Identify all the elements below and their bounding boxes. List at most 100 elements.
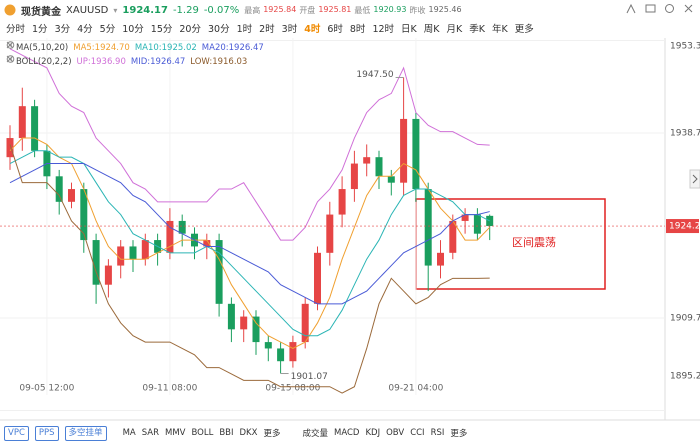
toolbar-button[interactable]: 多空挂单 [64, 425, 107, 441]
timeframe[interactable]: 12时 [372, 24, 395, 35]
candle-body [412, 118, 420, 190]
candle-body [264, 342, 272, 349]
indicator-row: BOLL(20,2,2) UP:1936.90 MID:1926.47 LOW:191… [6, 55, 247, 68]
candle-body [55, 176, 63, 202]
sub-indicator[interactable]: 更多 [450, 429, 468, 439]
timeframe[interactable]: 日K [401, 24, 417, 35]
change-pct: -0.07% [203, 4, 240, 16]
x-tick-label: 09-21 04:00 [388, 384, 443, 394]
candle-body [314, 252, 321, 304]
candle-body [80, 189, 88, 241]
timeframe[interactable]: 年K [491, 24, 508, 35]
price: 1924.17 [122, 4, 168, 16]
candle-body [387, 176, 395, 183]
icon[interactable] [626, 3, 637, 14]
timeframe[interactable]: 月K [446, 24, 463, 35]
dropdown[interactable]: ▾ [113, 5, 118, 15]
icon[interactable] [683, 3, 694, 14]
icon[interactable] [645, 3, 656, 14]
main-indicator[interactable]: SAR [141, 428, 159, 438]
expand-arrow [692, 174, 698, 184]
title: 现货黄金 [21, 6, 61, 18]
indicator-name: MA(5,10,20) [16, 42, 69, 53]
timeframe[interactable]: 季K [469, 24, 485, 35]
timeframe[interactable]: 4分 [77, 24, 93, 35]
timeframe[interactable]: 1时 [236, 24, 253, 35]
timeframe[interactable]: 10分 [122, 24, 144, 35]
stat-value: 1925.84 [263, 4, 297, 14]
sub-indicator[interactable]: KDJ [365, 428, 381, 438]
x-tick-label: 09-05 12:00 [19, 384, 74, 394]
candle-body [141, 240, 149, 260]
expand-button[interactable] [689, 169, 700, 189]
main-indicator[interactable]: DKX [239, 428, 258, 438]
timeframe[interactable]: 5分 [99, 24, 116, 35]
sub-indicator[interactable]: MACD [333, 428, 360, 438]
change: -1.29 [172, 4, 199, 16]
candle-body [6, 138, 14, 158]
candle-body [486, 215, 494, 227]
timeframe[interactable]: 分时 [6, 24, 26, 35]
timeframe[interactable]: 20分 [179, 24, 201, 35]
stat-label: 最低 [354, 5, 371, 15]
main-indicator[interactable]: MA [122, 428, 136, 438]
main-indicator[interactable]: BBI [219, 428, 234, 438]
symbol: XAUUSD [66, 4, 109, 16]
indicator-value: MA20:1926.47 [201, 42, 264, 53]
candle-body [227, 303, 235, 330]
candle-body [166, 220, 174, 253]
candle-body [203, 240, 211, 247]
candle-body [92, 240, 100, 285]
timeframe[interactable]: 6时 [327, 24, 343, 35]
timeframe[interactable]: 3时 [281, 24, 298, 35]
candle-body [129, 246, 137, 260]
stat-value: 1920.93 [373, 4, 407, 14]
sub-indicator[interactable]: RSI [430, 428, 445, 438]
indicator-line [9, 48, 490, 241]
sub-indicator[interactable]: OBV [386, 428, 405, 438]
timeframe[interactable]: 3分 [54, 24, 71, 35]
range-note: 区间震荡 [512, 236, 556, 249]
candle-body [104, 265, 112, 285]
candle-body [424, 189, 432, 266]
sub-indicator[interactable]: CCI [410, 428, 425, 438]
sub-indicator[interactable]: 成交量 [302, 429, 328, 439]
annotation: 1947.50 [356, 70, 393, 80]
timeframe[interactable]: 2时 [259, 24, 275, 35]
timeframe[interactable]: 周K [423, 24, 440, 35]
timeframe[interactable]: 8时 [349, 24, 366, 35]
timeframe[interactable]: 4时 [304, 24, 321, 35]
main-indicator[interactable]: 更多 [263, 429, 281, 439]
y-tick-label: 1938.79 [670, 129, 700, 139]
toolbar-button[interactable]: VPC [4, 425, 29, 441]
icon[interactable] [664, 3, 675, 14]
indicator-value: MID:1926.47 [130, 56, 186, 67]
indicator-line [9, 150, 490, 337]
timeframe[interactable]: 15分 [150, 24, 173, 35]
candle-body [437, 252, 444, 266]
logo [4, 4, 16, 16]
main-indicator[interactable]: BOLL [191, 428, 214, 438]
last-price-box [666, 219, 699, 234]
candle-body [18, 106, 26, 139]
x-tick-label: 09-11 08:00 [142, 384, 197, 394]
stat-value: 1925.81 [318, 4, 352, 14]
timeframe[interactable]: 30分 [207, 24, 230, 35]
y-tick-label: 1895.27 [670, 372, 700, 382]
candle-body [461, 214, 469, 221]
tool-icons [626, 3, 694, 14]
y-tick-label: 1909.78 [670, 313, 700, 323]
toolbar-button[interactable]: PPS [34, 425, 59, 441]
candle-body [449, 220, 457, 253]
indicator-line [9, 137, 491, 350]
main-indicator[interactable]: MMV [165, 428, 186, 438]
stat-label: 最高 [244, 5, 261, 15]
timeframe[interactable]: 更多 [514, 24, 534, 35]
candle-body [117, 246, 125, 266]
timeframe[interactable]: 1分 [32, 24, 48, 35]
candle-body [68, 189, 75, 202]
candle-body [215, 240, 223, 304]
candle-body [277, 348, 285, 362]
